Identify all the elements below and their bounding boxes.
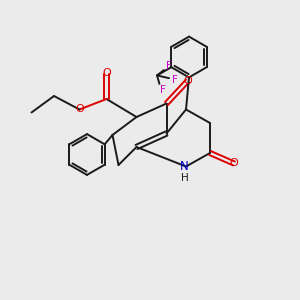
Text: F: F <box>166 61 171 71</box>
Text: F: F <box>160 85 166 95</box>
Text: H: H <box>181 173 188 183</box>
Text: N: N <box>180 160 189 173</box>
Text: O: O <box>75 104 84 115</box>
Text: O: O <box>230 158 238 169</box>
Text: O: O <box>102 68 111 79</box>
Text: O: O <box>183 76 192 86</box>
Text: F: F <box>172 75 178 85</box>
